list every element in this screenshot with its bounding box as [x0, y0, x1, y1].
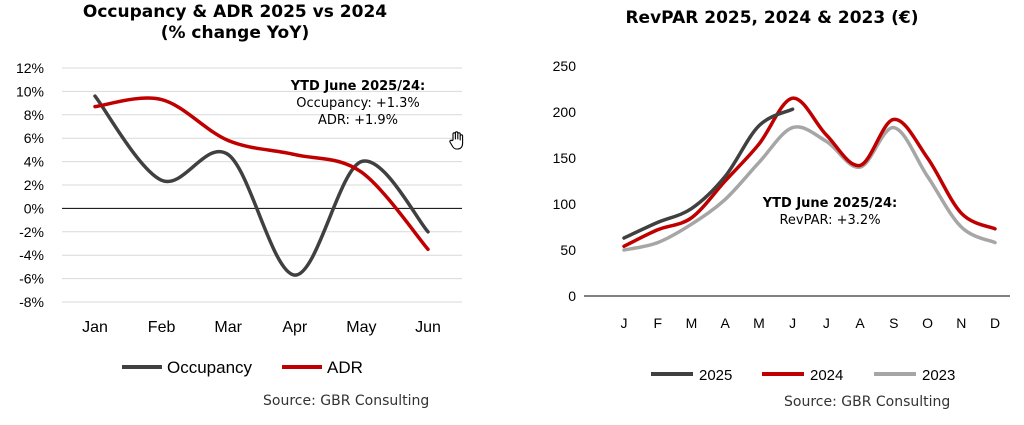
x-tick-label: Jun: [415, 319, 441, 336]
series-line-occupancy: [93, 94, 430, 277]
x-tick-label: S: [889, 315, 898, 331]
ytd-annotation: YTD June 2025/24: RevPAR: +3.2%: [762, 196, 898, 228]
y-tick-label: 6%: [24, 130, 44, 146]
x-tick-label: Apr: [282, 319, 308, 336]
y-tick-label: 100: [553, 196, 577, 212]
y-tick-label: -4%: [19, 247, 44, 263]
x-tick-label: Feb: [148, 319, 176, 336]
source-note: Source: GBR Consulting: [784, 394, 951, 410]
legend-label: Occupancy: [167, 358, 253, 377]
y-tick-label: 150: [553, 150, 577, 166]
y-tick-label: 2%: [24, 177, 44, 193]
y-tick-label: 12%: [16, 60, 44, 76]
chart-title: Occupancy & ADR 2025 vs 2024: [82, 2, 388, 22]
y-tick-label: 200: [553, 104, 577, 120]
series-line-adr: [93, 96, 430, 252]
x-tick-label: J: [823, 315, 830, 331]
x-tick-label: D: [990, 315, 1000, 331]
x-tick-label: N: [956, 315, 966, 331]
chart-subtitle: (% change YoY): [160, 23, 310, 43]
x-tick-label: J: [621, 315, 628, 331]
series-line-2024: [622, 96, 997, 249]
x-tick-label: May: [346, 319, 376, 336]
occupancy-adr-chart: Occupancy & ADR 2025 vs 2024 (% change Y…: [0, 0, 470, 425]
y-tick-label: 50: [560, 242, 576, 258]
y-tick-label: -8%: [19, 294, 44, 310]
x-tick-label: J: [789, 315, 796, 331]
annotation-title: YTD June 2025/24:: [762, 196, 898, 211]
y-tick-label: 0%: [24, 200, 44, 216]
ytd-annotation: YTD June 2025/24: Occupancy: +1.3% ADR: …: [290, 79, 426, 128]
x-tick-label: M: [753, 315, 765, 331]
revpar-plot: 250 200 150 100 50 0 J F M A M J J A S O N D 2025 2024 202…: [553, 58, 1010, 384]
y-tick-label: -2%: [19, 224, 44, 240]
y-tick-label: 250: [553, 58, 577, 74]
y-tick-label: 4%: [24, 154, 44, 170]
series-line-2023: [622, 125, 997, 252]
x-tick-label: A: [855, 315, 865, 331]
annotation-title: YTD June 2025/24:: [290, 79, 426, 94]
revpar-chart: RevPAR 2025, 2024 & 2023 (€) 250 200 150 10…: [540, 0, 1024, 425]
hand-pointer-icon: [449, 131, 464, 150]
y-tick-label: -6%: [19, 271, 44, 287]
x-tick-label: A: [721, 315, 731, 331]
legend-label: 2025: [699, 367, 732, 384]
legend-label: ADR: [327, 358, 363, 377]
x-tick-label: O: [922, 315, 933, 331]
source-note: Source: GBR Consulting: [263, 393, 430, 409]
y-tick-label: 8%: [24, 107, 44, 123]
occupancy-adr-plot: 12% 10% 8% 6% 4% 2% 0% -2% -4% -6% -8% Jan Feb Mar Ap…: [16, 60, 462, 377]
annotation-line: Occupancy: +1.3%: [296, 96, 420, 111]
x-tick-label: F: [653, 315, 662, 331]
y-tick-label: 0: [568, 288, 576, 304]
y-tick-label: 10%: [16, 83, 44, 99]
legend-label: 2024: [810, 367, 843, 384]
series-line-2025: [622, 107, 795, 240]
annotation-line: ADR: +1.9%: [318, 113, 398, 128]
x-tick-label: Mar: [214, 319, 242, 336]
legend-label: 2023: [922, 367, 955, 384]
annotation-line: RevPAR: +3.2%: [779, 213, 880, 228]
chart-title: RevPAR 2025, 2024 & 2023 (€): [625, 8, 919, 28]
x-tick-label: M: [686, 315, 698, 331]
x-tick-label: Jan: [82, 319, 108, 336]
